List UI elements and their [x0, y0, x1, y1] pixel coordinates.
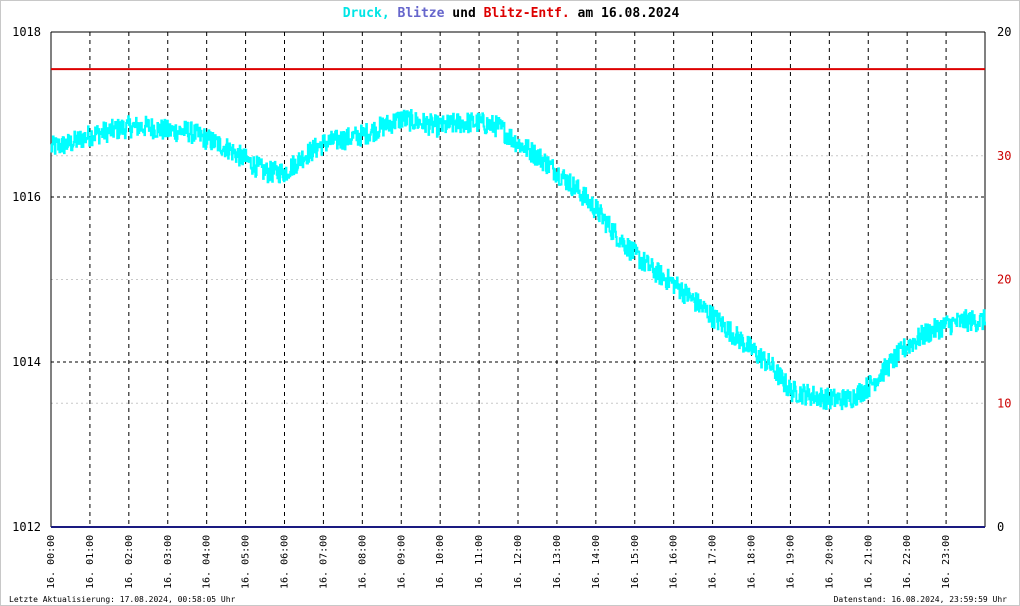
- x-tick-label: 16. 01:00: [85, 535, 96, 589]
- x-tick-label: 16. 05:00: [241, 535, 252, 589]
- x-tick-label: 16. 00:00: [46, 535, 57, 589]
- x-tick-label: 16. 16:00: [669, 535, 680, 589]
- x-tick-label: 16. 20:00: [824, 535, 835, 589]
- x-tick-label: 16. 14:00: [591, 535, 602, 589]
- title-date: am 16.08.2024: [577, 6, 680, 21]
- x-tick-label: 16. 08:00: [357, 535, 368, 589]
- x-tick-label: 16. 15:00: [630, 535, 641, 589]
- title-und: und: [452, 6, 476, 21]
- y-right-red-tick-label: 20: [997, 273, 1011, 287]
- y-right-tick-label: 20: [997, 25, 1011, 39]
- x-tick-label: 16. 23:00: [941, 535, 952, 589]
- x-tick-label: 16. 07:00: [318, 535, 329, 589]
- x-tick-label: 16. 11:00: [474, 535, 485, 589]
- x-tick-label: 16. 03:00: [163, 535, 174, 589]
- title-blitz-entf: Blitz-Entf.: [483, 6, 570, 21]
- y-right-red-tick-label: 10: [997, 396, 1011, 410]
- chart-title: Druck, Blitze und Blitz-Entf. am 16.08.2…: [1, 6, 1020, 21]
- series-druck-line: [50, 109, 986, 411]
- title-blitze: Blitze: [397, 6, 445, 21]
- x-tick-label: 16. 02:00: [124, 535, 135, 589]
- x-tick-label: 16. 13:00: [552, 535, 563, 589]
- y-left-tick-label: 1014: [12, 355, 41, 369]
- x-tick-label: 16. 09:00: [396, 535, 407, 589]
- x-tick-label: 16. 04:00: [202, 535, 213, 589]
- y-right-tick-label: 0: [997, 520, 1004, 534]
- x-tick-label: 16. 18:00: [747, 535, 758, 589]
- x-tick-label: 16. 06:00: [280, 535, 291, 589]
- y-right-red-tick-label: 30: [997, 149, 1011, 163]
- x-tick-label: 16. 22:00: [902, 535, 913, 589]
- x-tick-label: 16. 21:00: [863, 535, 874, 589]
- y-left-tick-label: 1018: [12, 25, 41, 39]
- y-left-tick-label: 1016: [12, 190, 41, 204]
- footer-last-update: Letzte Aktualisierung: 17.08.2024, 00:58…: [9, 595, 236, 604]
- x-tick-label: 16. 19:00: [785, 535, 796, 589]
- y-left-tick-label: 1012: [12, 520, 41, 534]
- x-tick-label: 16. 17:00: [708, 535, 719, 589]
- x-tick-label: 16. 12:00: [513, 535, 524, 589]
- footer-data-status: Datenstand: 16.08.2024, 23:59:59 Uhr: [833, 595, 1007, 604]
- title-druck: Druck,: [342, 6, 390, 21]
- x-tick-label: 16. 10:00: [435, 535, 446, 589]
